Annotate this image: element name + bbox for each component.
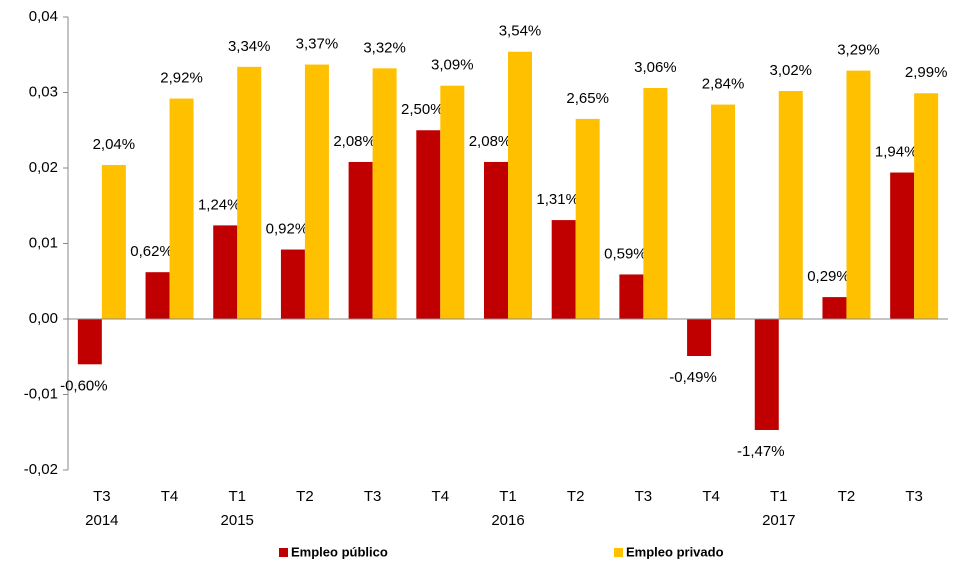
data-label: 3,06% <box>634 59 677 76</box>
data-label: 3,34% <box>228 38 271 55</box>
bar <box>914 93 939 319</box>
x-tick-label: T2 <box>838 488 856 505</box>
bar <box>77 319 102 365</box>
data-label: 0,62% <box>130 243 173 260</box>
bar <box>304 64 329 319</box>
data-label: 3,09% <box>431 57 474 74</box>
bar <box>778 90 803 320</box>
data-label: 3,54% <box>499 23 542 40</box>
data-label: 2,08% <box>333 133 376 150</box>
data-label: 3,29% <box>837 42 880 59</box>
data-label: 2,50% <box>401 101 444 118</box>
data-label: 0,59% <box>604 245 647 262</box>
y-tick-label: 0,03 <box>29 83 58 100</box>
data-label: 2,04% <box>93 136 136 153</box>
data-label: 2,08% <box>469 133 512 150</box>
bar <box>846 70 871 319</box>
bar <box>711 104 736 319</box>
data-label: -0,49% <box>669 369 717 386</box>
x-year-label: 2014 <box>85 512 118 529</box>
x-tick-label: T2 <box>567 488 585 505</box>
x-tick-label: T4 <box>161 488 179 505</box>
x-tick-label: T3 <box>635 488 653 505</box>
legend-swatch <box>279 548 288 557</box>
data-label: 1,94% <box>875 143 918 160</box>
data-label: 1,24% <box>198 196 241 213</box>
x-tick-label: T3 <box>905 488 923 505</box>
data-label: 3,02% <box>769 62 812 79</box>
legend-label: Empleo público <box>291 544 388 559</box>
x-year-label: 2016 <box>491 512 524 529</box>
x-year-label: 2017 <box>762 512 795 529</box>
x-tick-label: T3 <box>364 488 382 505</box>
bar <box>754 319 779 430</box>
y-tick-label: 0,01 <box>29 234 58 251</box>
bar <box>890 172 915 319</box>
data-label: -0,60% <box>60 377 108 394</box>
x-tick-label: T1 <box>770 488 788 505</box>
bar <box>101 164 126 319</box>
data-label: 3,32% <box>363 39 406 56</box>
bar <box>687 319 712 356</box>
data-label: 3,37% <box>296 36 339 53</box>
y-tick-label: 0,04 <box>29 8 58 25</box>
bar <box>416 130 441 319</box>
bar <box>169 98 194 319</box>
bar <box>619 274 644 319</box>
x-tick-label: T2 <box>296 488 314 505</box>
y-tick-label: 0,02 <box>29 159 58 176</box>
x-tick-label: T4 <box>432 488 450 505</box>
y-tick-label: -0,01 <box>24 385 58 402</box>
data-label: 2,65% <box>566 90 609 107</box>
bar <box>348 161 373 319</box>
y-tick-label: 0,00 <box>29 310 58 327</box>
bar <box>145 272 170 319</box>
x-tick-label: T4 <box>702 488 720 505</box>
bar <box>508 51 532 319</box>
data-label: 2,84% <box>702 76 745 93</box>
bar <box>440 85 465 319</box>
bar <box>372 68 397 319</box>
x-tick-label: T3 <box>93 488 111 505</box>
x-year-label: 2015 <box>221 512 254 529</box>
data-label: 0,29% <box>807 268 850 285</box>
data-label: 0,92% <box>266 221 309 238</box>
data-label: 1,31% <box>536 191 579 208</box>
bar <box>643 87 668 319</box>
legend-label: Empleo privado <box>626 544 724 559</box>
data-label: 2,99% <box>905 64 948 81</box>
x-tick-label: T1 <box>499 488 517 505</box>
bar <box>575 118 600 319</box>
bar <box>213 225 238 319</box>
x-tick-label: T1 <box>228 488 246 505</box>
bar <box>822 297 847 319</box>
bar <box>484 161 508 319</box>
data-label: 2,92% <box>160 70 203 87</box>
legend-swatch <box>614 548 623 557</box>
bar <box>280 249 305 319</box>
y-tick-label: -0,02 <box>24 461 58 478</box>
bar <box>551 220 576 319</box>
data-label: -1,47% <box>737 443 785 460</box>
bar <box>237 66 262 319</box>
